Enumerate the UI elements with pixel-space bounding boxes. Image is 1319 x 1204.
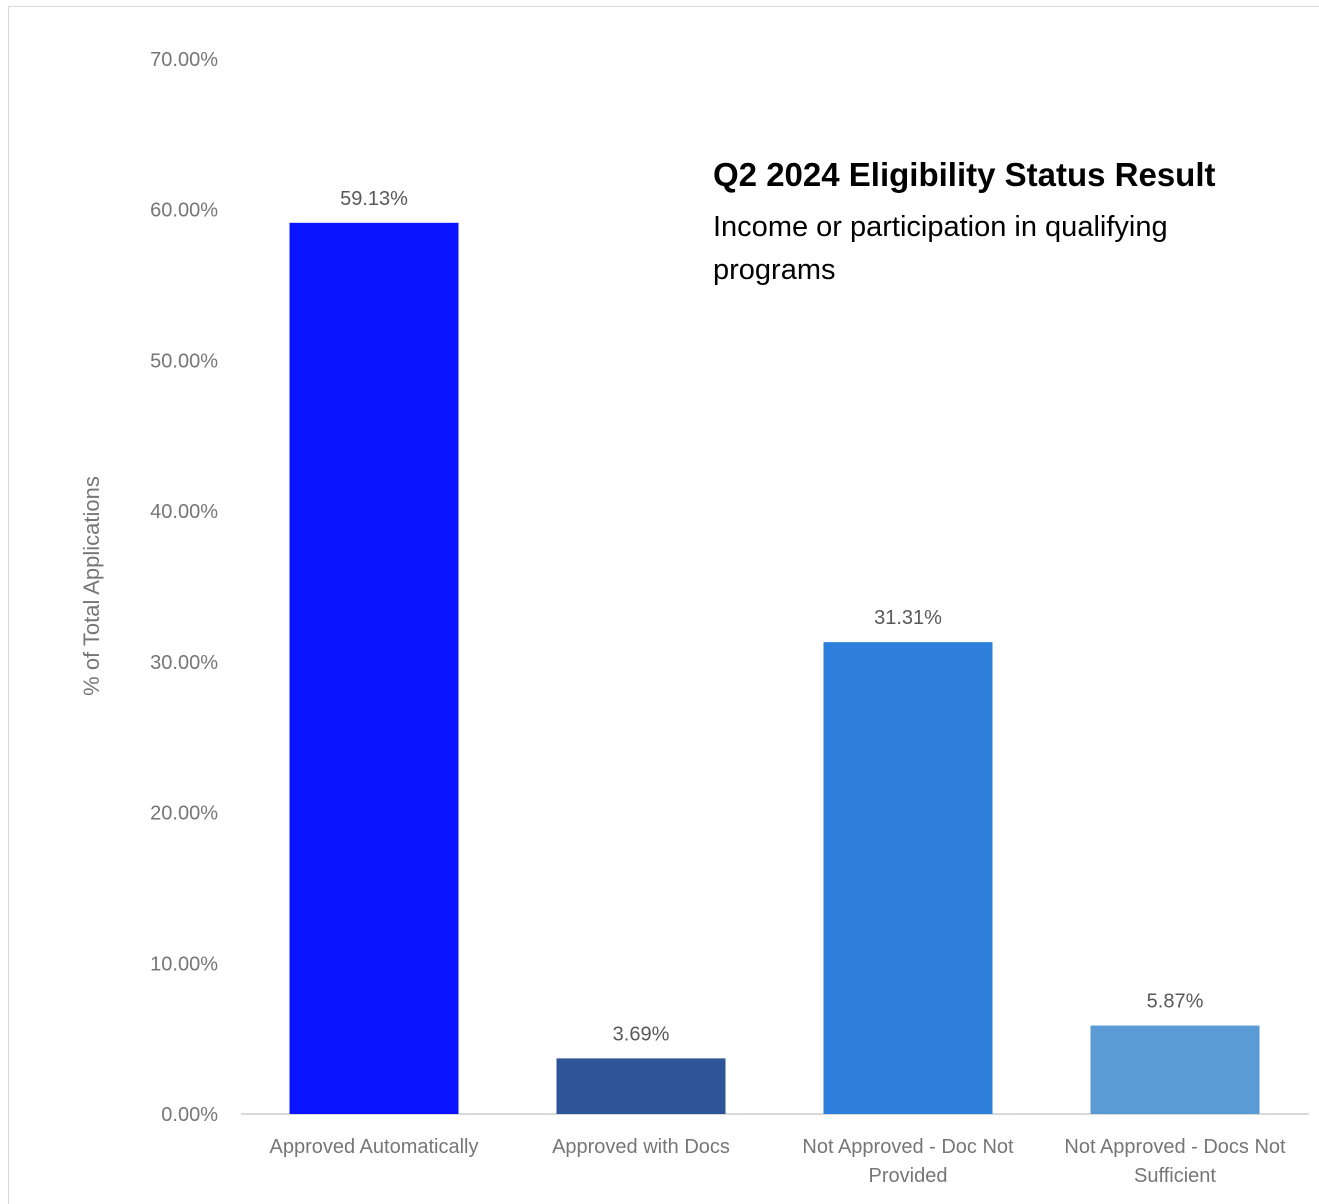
- x-category-label: Approved with Docs: [552, 1136, 730, 1158]
- x-axis-categories: Approved Automatically Approved with Docs…: [269, 1136, 1286, 1187]
- data-label: 3.69%: [613, 1023, 670, 1045]
- x-category-label: Approved Automatically: [269, 1136, 478, 1158]
- data-label: 31.31%: [874, 607, 942, 629]
- y-tick-label: 20.00%: [150, 803, 218, 825]
- bar: [289, 222, 459, 1115]
- y-tick-label: 0.00%: [161, 1104, 218, 1126]
- chart-title: Q2 2024 Eligibility Status Result: [713, 156, 1216, 193]
- data-label: 59.13%: [340, 188, 408, 210]
- y-tick-label: 40.00%: [150, 501, 218, 523]
- bars: [289, 222, 1260, 1115]
- x-category-label: Not Approved - Docs Not Sufficient: [1064, 1136, 1286, 1187]
- chart-frame: [8, 6, 1319, 1204]
- y-tick-label: 30.00%: [150, 652, 218, 674]
- chart-subtitle: Income or participation in qualifying pr…: [713, 211, 1168, 286]
- bar: [823, 642, 993, 1114]
- y-axis-ticks: 0.00% 10.00% 20.00% 30.00% 40.00% 50.00% 60.00…: [150, 49, 218, 1126]
- x-category-label: Not Approved - Doc Not Provided: [802, 1136, 1014, 1187]
- y-tick-label: 60.00%: [150, 200, 218, 222]
- y-tick-label: 10.00%: [150, 953, 218, 975]
- bar: [556, 1058, 726, 1114]
- y-tick-label: 70.00%: [150, 49, 218, 71]
- y-tick-label: 50.00%: [150, 350, 218, 372]
- data-labels: 59.13% 3.69% 31.31% 5.87%: [340, 188, 1203, 1046]
- bar: [1090, 1025, 1260, 1114]
- y-axis-label: % of Total Applications: [79, 476, 104, 696]
- data-label: 5.87%: [1147, 991, 1204, 1013]
